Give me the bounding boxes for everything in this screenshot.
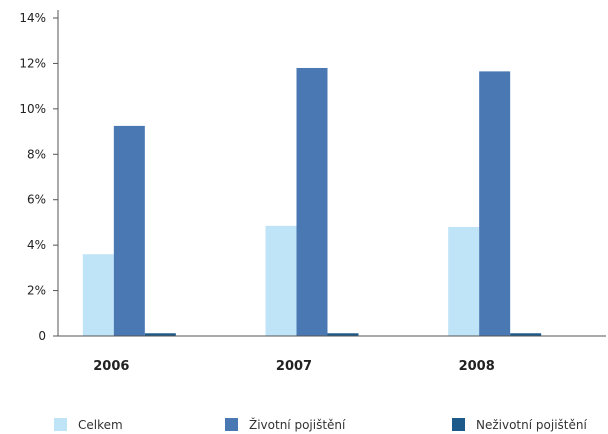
y-axis: 0 2% 4% 6% 8% 10% 12% 14% (19, 10, 59, 343)
x-category-label: 2007 (276, 359, 312, 374)
y-tick-label: 14% (19, 11, 46, 25)
y-tick-label: 2% (27, 284, 46, 298)
bar-2006-2 (113, 125, 145, 337)
bar-2008-2 (479, 71, 511, 336)
bar-2008-1 (448, 226, 480, 336)
bars-group (82, 67, 542, 337)
legend-label: Celkem (78, 418, 123, 432)
x-category-label: 2008 (459, 359, 495, 374)
legend-swatch (452, 418, 465, 431)
bar-2008-3 (510, 333, 542, 336)
bar-2007-2 (296, 67, 328, 336)
legend-swatch (54, 418, 67, 431)
bar-2007-3 (327, 333, 359, 336)
legend-swatch (225, 418, 238, 431)
x-category-label: 2006 (93, 359, 129, 374)
legend-label: Neživotní pojištění (476, 418, 587, 432)
y-tick-label: 8% (27, 147, 46, 161)
y-tick-label: 0 (38, 329, 46, 343)
y-tick-label: 12% (19, 56, 46, 70)
legend: Celkem Životní pojištění Neživotní pojiště… (54, 417, 587, 432)
legend-label: Životní pojištění (249, 417, 346, 432)
y-tick-label: 4% (27, 238, 46, 252)
bar-2006-1 (82, 254, 114, 336)
y-tick-label: 6% (27, 193, 46, 207)
y-tick-label: 10% (19, 102, 46, 116)
x-axis: 2006 2007 2008 (58, 335, 606, 374)
bar-2006-3 (144, 333, 176, 336)
bar-2007-1 (265, 225, 297, 336)
